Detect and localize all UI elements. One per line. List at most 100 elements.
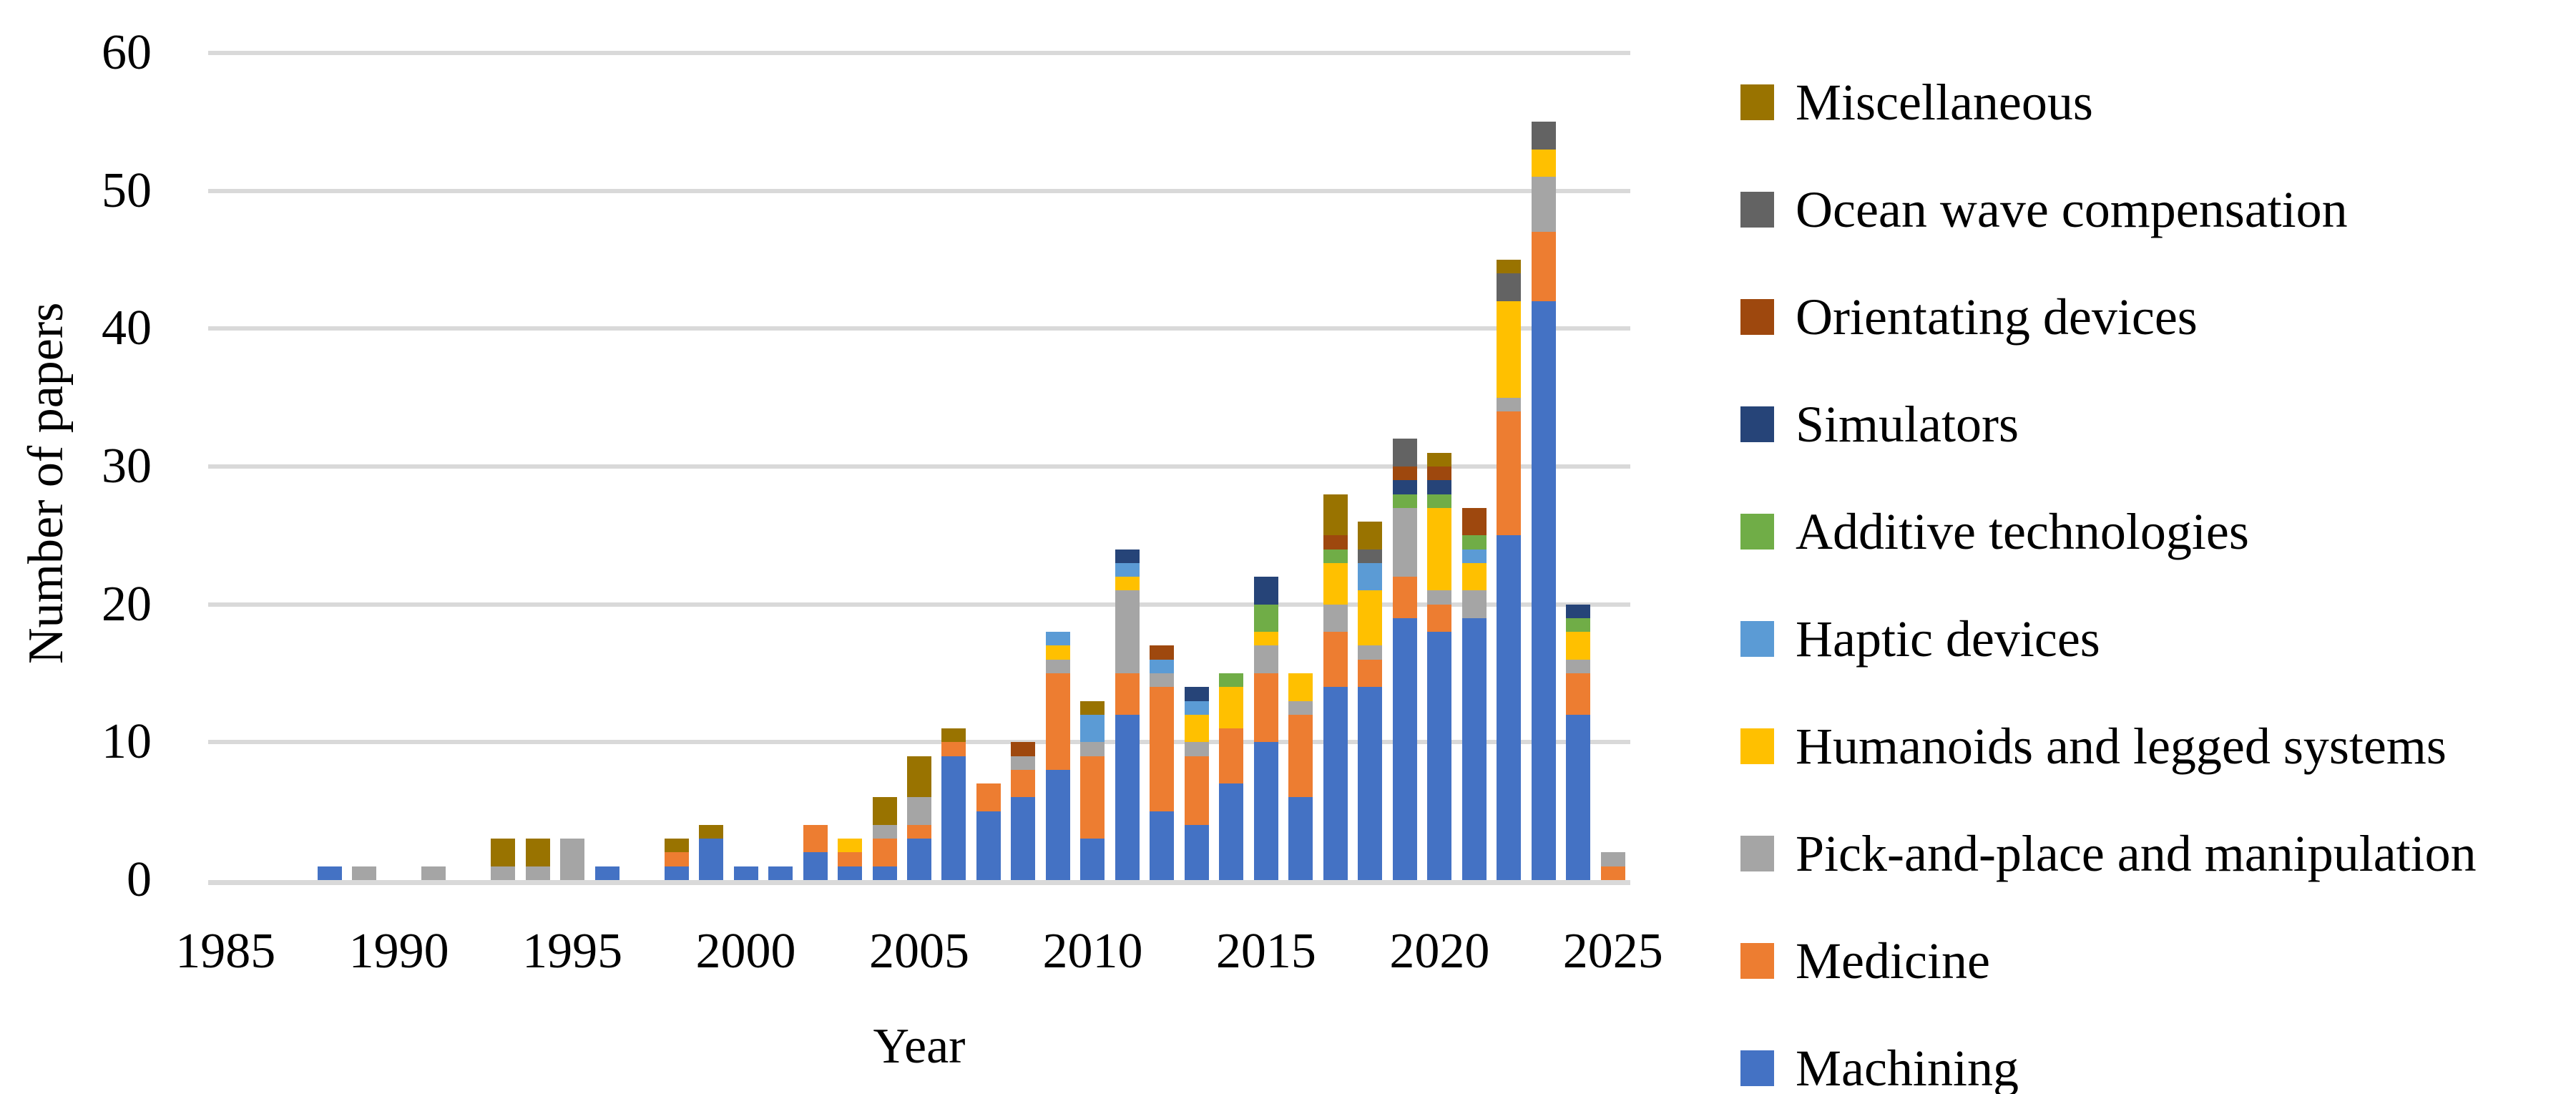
bar-segment-haptic-devices-2018 [1358,562,1383,591]
bar-segment-miscellaneous-1999 [699,824,724,839]
bar-segment-haptic-devices-2010 [1080,714,1105,743]
x-axis-line [208,880,1630,885]
x-axis-title: Year [873,1019,966,1074]
bar-segment-machining-2013 [1184,824,1209,880]
legend-swatch-humanoids-and-legged-systems [1740,728,1774,764]
bar-segment-machining-2008 [1011,797,1036,880]
x-tick-label-2005: 2005 [869,924,969,979]
bar-segment-medicine-2018 [1358,659,1383,688]
bar-segment-machining-2023 [1531,301,1556,880]
bar-segment-medicine-2019 [1392,577,1417,618]
bar-segment-medicine-2015 [1253,673,1278,743]
bar-segment-simulators-2013 [1184,687,1209,701]
x-tick-label-1985: 1985 [175,924,276,979]
bar-segment-medicine-2013 [1184,756,1209,825]
bar-segment-simulators-2011 [1115,549,1140,563]
bar-segment-machining-2003 [838,866,863,880]
bar-segment-pick-and-place-and-manipulation-2023 [1531,177,1556,233]
x-tick-label-2000: 2000 [695,924,796,979]
y-axis-title: Number of papers [19,302,74,664]
bar-segment-miscellaneous-1998 [664,839,689,853]
bar-segment-haptic-devices-2011 [1115,562,1140,577]
bar-segment-medicine-2022 [1497,411,1522,536]
bar-segment-additive-technologies-2021 [1461,535,1487,550]
bar-segment-machining-2016 [1288,797,1313,880]
bar-segment-humanoids-and-legged-systems-2011 [1115,577,1140,591]
bar-segment-machining-2002 [803,852,828,880]
bar-segment-miscellaneous-2004 [872,797,897,825]
bar-segment-medicine-2003 [838,852,863,866]
bar-segment-humanoids-and-legged-systems-2022 [1497,301,1522,398]
x-tick-label-2010: 2010 [1042,924,1143,979]
bar-segment-pick-and-place-and-manipulation-2024 [1566,659,1591,673]
bar-segment-pick-and-place-and-manipulation-2016 [1288,700,1313,715]
bar-segment-machining-2019 [1392,617,1417,880]
bar-segment-miscellaneous-2022 [1497,260,1522,274]
bar-segment-miscellaneous-2020 [1427,452,1452,467]
legend-swatch-pick-and-place-and-manipulation [1740,836,1774,871]
bar-segment-miscellaneous-2018 [1358,522,1383,550]
legend-swatch-machining [1740,1050,1774,1086]
bar-segment-medicine-2023 [1531,232,1556,301]
legend-label-simulators: Simulators [1796,396,2019,453]
y-tick-label-50: 50 [102,162,152,218]
bar-segment-machining-2020 [1427,632,1452,880]
bar-segment-additive-technologies-2014 [1219,673,1244,688]
bar-segment-machining-1988 [317,866,342,880]
legend-item-orientating-devices: Orientating devices [1740,291,2477,343]
bar-segment-pick-and-place-and-manipulation-2025 [1600,852,1625,866]
gridline-20 [208,602,1630,607]
bar-segment-machining-2018 [1358,687,1383,880]
legend-item-ocean-wave-compensation: Ocean wave compensation [1740,184,2477,235]
bar-segment-orientating-devices-2021 [1461,507,1487,536]
legend-label-orientating-devices: Orientating devices [1796,288,2198,346]
legend-label-machining: Machining [1796,1040,2019,1094]
bar-segment-simulators-2019 [1392,480,1417,494]
bar-segment-additive-technologies-2019 [1392,494,1417,508]
bar-segment-additive-technologies-2020 [1427,494,1452,508]
bar-segment-orientating-devices-2012 [1150,645,1175,660]
bar-segment-medicine-2010 [1080,756,1105,839]
y-tick-label-10: 10 [102,714,152,770]
bar-segment-pick-and-place-and-manipulation-2017 [1323,604,1348,633]
bar-segment-medicine-1998 [664,852,689,866]
bar-segment-miscellaneous-1994 [525,839,550,866]
bar-segment-humanoids-and-legged-systems-2016 [1288,673,1313,701]
bar-segment-machining-2015 [1253,742,1278,880]
bar-segment-humanoids-and-legged-systems-2003 [838,839,863,853]
bar-segment-pick-and-place-and-manipulation-2019 [1392,507,1417,577]
bar-segment-pick-and-place-and-manipulation-1994 [525,866,550,880]
bar-segment-humanoids-and-legged-systems-2021 [1461,562,1487,591]
x-tick-label-2020: 2020 [1389,924,1490,979]
legend-label-pick-and-place-and-manipulation: Pick-and-place and manipulation [1796,825,2477,882]
bar-segment-humanoids-and-legged-systems-2020 [1427,507,1452,591]
bar-segment-medicine-2014 [1219,728,1244,784]
bar-segment-humanoids-and-legged-systems-2015 [1253,632,1278,646]
legend-swatch-additive-technologies [1740,514,1774,550]
legend-swatch-medicine [1740,943,1774,979]
bar-segment-orientating-devices-2020 [1427,467,1452,481]
bar-segment-machining-2024 [1566,714,1591,880]
bar-segment-pick-and-place-and-manipulation-2020 [1427,590,1452,605]
bar-segment-haptic-devices-2009 [1045,632,1070,646]
y-tick-label-40: 40 [102,301,152,356]
bar-segment-machining-1999 [699,839,724,880]
gridline-50 [208,188,1630,193]
bar-segment-medicine-2002 [803,824,828,853]
legend-item-additive-technologies: Additive technologies [1740,506,2477,557]
bar-segment-simulators-2020 [1427,480,1452,494]
bar-segment-medicine-2017 [1323,632,1348,688]
legend-label-haptic-devices: Haptic devices [1796,610,2100,668]
bar-segment-machining-2007 [976,811,1001,880]
bar-segment-miscellaneous-2017 [1323,494,1348,536]
bar-segment-medicine-2020 [1427,604,1452,633]
bar-segment-machining-1996 [594,866,619,880]
legend-swatch-ocean-wave-compensation [1740,192,1774,228]
bar-segment-machining-2011 [1115,714,1140,880]
bar-segment-humanoids-and-legged-systems-2017 [1323,562,1348,605]
bar-segment-machining-2022 [1497,535,1522,880]
bar-segment-humanoids-and-legged-systems-2024 [1566,632,1591,660]
bar-segment-pick-and-place-and-manipulation-2013 [1184,742,1209,756]
bar-segment-medicine-2025 [1600,866,1625,880]
